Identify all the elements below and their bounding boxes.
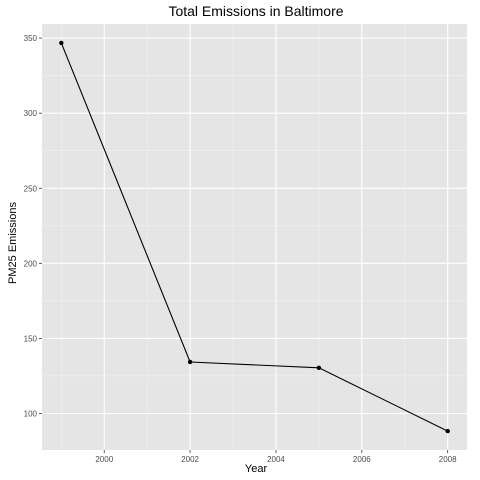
y-tick-label: 200 — [24, 259, 38, 268]
y-tick-label: 150 — [24, 334, 38, 343]
x-tick-label: 2004 — [267, 455, 285, 464]
y-tick-label: 250 — [24, 184, 38, 193]
y-tick-label: 100 — [24, 410, 38, 419]
plot-panel — [42, 24, 467, 450]
x-tick-label: 2002 — [181, 455, 199, 464]
x-tick-label: 2006 — [353, 455, 371, 464]
x-axis-ticks: 2000 2002 2004 2006 2008 — [95, 450, 457, 464]
y-axis-title: PM25 Emissions — [7, 202, 19, 284]
major-gridlines — [42, 24, 467, 450]
x-tick-label: 2008 — [439, 455, 457, 464]
data-point — [445, 428, 450, 434]
data-point — [316, 365, 322, 371]
x-tick-label: 2000 — [95, 455, 113, 464]
data-point — [187, 359, 193, 365]
y-axis-ticks: 100 150 200 250 300 350 — [24, 34, 42, 419]
y-tick-label: 350 — [24, 34, 38, 43]
series-line — [60, 42, 448, 432]
y-tick-label: 300 — [24, 109, 38, 118]
minor-gridlines — [42, 24, 467, 450]
x-axis-title: Year — [245, 463, 268, 475]
chart-title: Total Emissions in Baltimore — [168, 3, 343, 19]
emissions-series — [59, 40, 450, 434]
data-point — [59, 40, 64, 46]
